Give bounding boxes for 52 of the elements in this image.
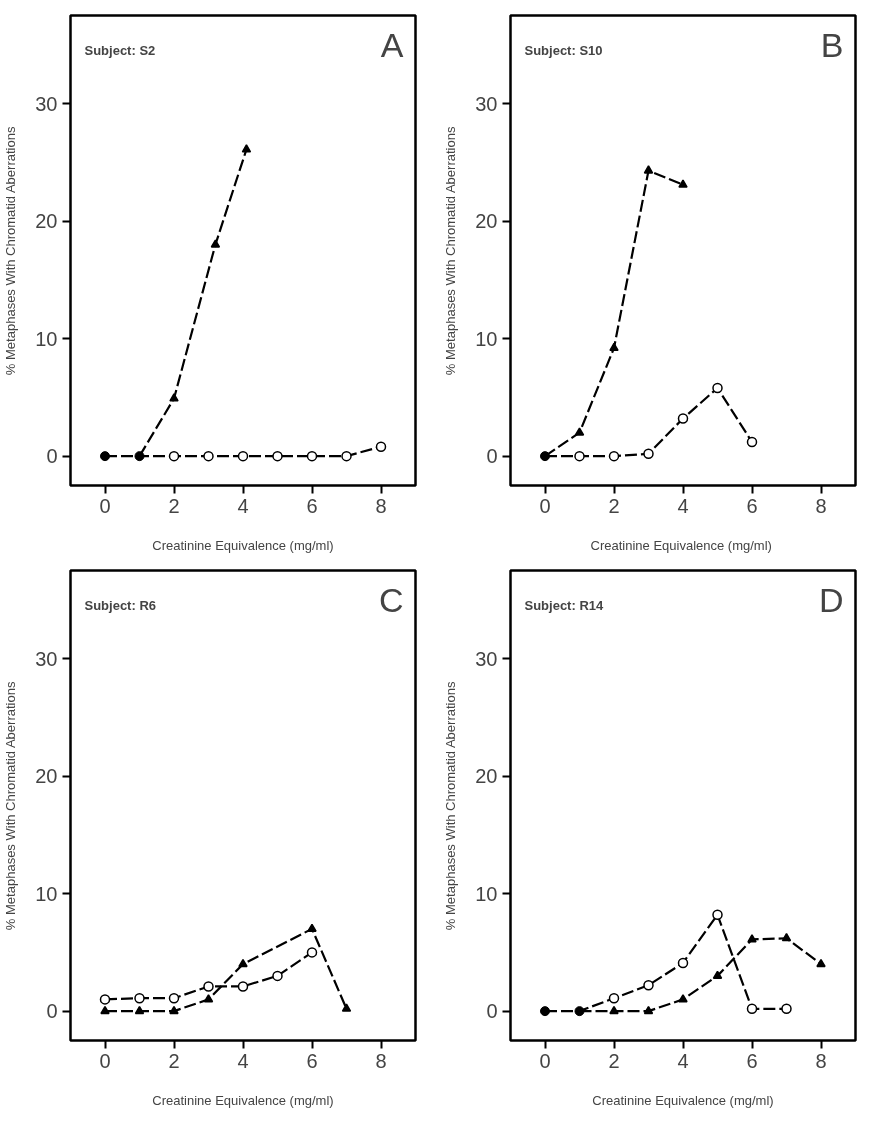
x-axis-title: Creatinine Equivalence (mg/ml) xyxy=(152,537,334,553)
x-tick-label: 8 xyxy=(815,494,827,517)
x-tick-label: 2 xyxy=(168,1049,180,1072)
y-tick-label: 10 xyxy=(35,882,58,905)
annotation: D xyxy=(818,580,844,619)
x-tick-label: 0 xyxy=(539,1049,551,1072)
y-tick-label: 20 xyxy=(35,765,58,788)
x-axis-title: Creatinine Equivalence (mg/ml) xyxy=(152,1092,334,1108)
y-tick-label: 20 xyxy=(475,765,498,788)
y-tick-label: 0 xyxy=(486,445,498,468)
y-tick-label: 30 xyxy=(475,647,498,670)
y-tick-label: 0 xyxy=(486,1000,498,1023)
x-tick-label: 6 xyxy=(746,494,758,517)
x-axis-title: Creatinine Equivalence (mg/ml) xyxy=(590,537,772,553)
x-tick-label: 6 xyxy=(306,1049,318,1072)
x-tick-label: 6 xyxy=(746,1049,758,1072)
annotation: A xyxy=(380,25,404,64)
x-tick-label: 0 xyxy=(539,494,551,517)
x-tick-label: 6 xyxy=(306,494,318,517)
y-axis-title: % Metaphases With Chromatid Aberrations xyxy=(443,681,459,931)
x-axis-title: Creatinine Equivalence (mg/ml) xyxy=(592,1092,774,1108)
y-axis-title: % Metaphases With Chromatid Aberrations xyxy=(3,681,19,931)
x-tick-label: 8 xyxy=(375,1049,387,1072)
x-tick-label: 4 xyxy=(237,1049,249,1072)
x-tick-label: 2 xyxy=(168,494,180,517)
y-tick-label: 20 xyxy=(35,210,58,233)
y-tick-label: 30 xyxy=(35,647,58,670)
y-axis-title: % Metaphases With Chromatid Aberrations xyxy=(443,126,459,376)
x-tick-label: 8 xyxy=(815,1049,827,1072)
y-tick-label: 10 xyxy=(475,327,498,350)
annotation: C xyxy=(378,580,404,619)
annotation: Subject: S2 xyxy=(84,42,156,58)
y-tick-label: 10 xyxy=(475,882,498,905)
x-tick-label: 4 xyxy=(677,1049,689,1072)
x-tick-label: 4 xyxy=(237,494,249,517)
y-tick-label: 0 xyxy=(46,445,58,468)
annotation: Subject: S10 xyxy=(524,42,603,58)
y-tick-label: 20 xyxy=(475,210,498,233)
annotation: B xyxy=(820,25,844,64)
x-tick-label: 8 xyxy=(375,494,387,517)
x-tick-label: 2 xyxy=(608,1049,620,1072)
x-tick-label: 0 xyxy=(99,1049,111,1072)
y-tick-label: 30 xyxy=(35,92,58,115)
annotation: Subject: R6 xyxy=(84,597,157,613)
annotation: Subject: R14 xyxy=(524,597,605,613)
x-tick-label: 2 xyxy=(608,494,620,517)
y-tick-label: 0 xyxy=(46,1000,58,1023)
y-tick-label: 10 xyxy=(35,327,58,350)
y-axis-title: % Metaphases With Chromatid Aberrations xyxy=(3,126,19,376)
x-tick-label: 4 xyxy=(677,494,689,517)
x-tick-label: 0 xyxy=(99,494,111,517)
y-tick-label: 30 xyxy=(475,92,498,115)
